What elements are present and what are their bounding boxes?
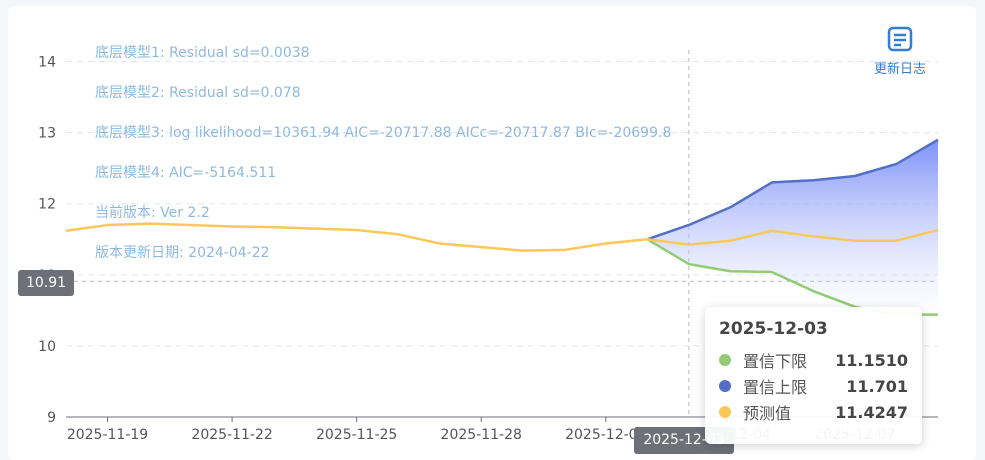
y-tick-label: 12 — [38, 197, 56, 213]
annotation-update-date: 版本更新日期: 2024-04-22 — [95, 245, 270, 261]
changelog-label: 更新日志 — [873, 62, 926, 77]
series-dot-icon — [719, 406, 731, 418]
y-tick-label: 14 — [38, 55, 56, 71]
forecast-chart[interactable]: 910111213142025-11-192025-11-222025-11-2… — [8, 6, 976, 460]
crosshair-y-label: 10.91 — [18, 270, 74, 296]
series-dot-icon — [719, 354, 731, 366]
y-tick-label: 10 — [38, 339, 56, 355]
annotation-model-3: 底层模型3: log likelihood=10361.94 AIC=-2071… — [95, 125, 672, 141]
tooltip-series-name: 置信下限 — [743, 352, 808, 371]
chart-card: 910111213142025-11-192025-11-222025-11-2… — [8, 6, 976, 460]
tooltip-row-lower: 置信下限 11.1510 — [719, 347, 908, 373]
tooltip: 2025-12-03 置信下限 11.1510 置信上限 11.701 预测值 … — [705, 307, 922, 444]
x-tick-label: 2025-11-25 — [316, 427, 397, 443]
y-tick-label: 9 — [47, 410, 56, 426]
series-dot-icon — [719, 380, 731, 392]
x-tick-label: 2025-12-01 — [565, 427, 646, 443]
tooltip-series-value: 11.4247 — [835, 402, 908, 422]
series-line — [646, 138, 939, 241]
annotation-version: 当前版本: Ver 2.2 — [95, 205, 210, 221]
tooltip-title: 2025-12-03 — [719, 319, 828, 339]
tooltip-series-name: 置信上限 — [743, 378, 808, 397]
changelog-button[interactable]: 更新日志 — [868, 26, 932, 77]
tooltip-row-forecast: 预测值 11.4247 — [719, 399, 908, 425]
x-tick-label: 2025-11-19 — [67, 427, 148, 443]
x-tick-label: 2025-11-28 — [441, 427, 522, 443]
document-icon — [887, 26, 913, 52]
tooltip-series-name: 预测值 — [743, 404, 792, 423]
confidence-band — [647, 139, 938, 315]
tooltip-series-value: 11.1510 — [835, 350, 908, 370]
y-tick-label: 13 — [38, 126, 56, 142]
series-line — [65, 222, 939, 252]
annotation-model-4: 底层模型4: AIC=-5164.511 — [95, 165, 277, 181]
tooltip-row-upper: 置信上限 11.701 — [719, 373, 908, 399]
tooltip-series-value: 11.701 — [846, 376, 908, 396]
annotation-model-2: 底层模型2: Residual sd=0.078 — [95, 85, 301, 101]
x-tick-label: 2025-11-22 — [191, 427, 272, 443]
annotation-model-1: 底层模型1: Residual sd=0.0038 — [95, 45, 310, 61]
